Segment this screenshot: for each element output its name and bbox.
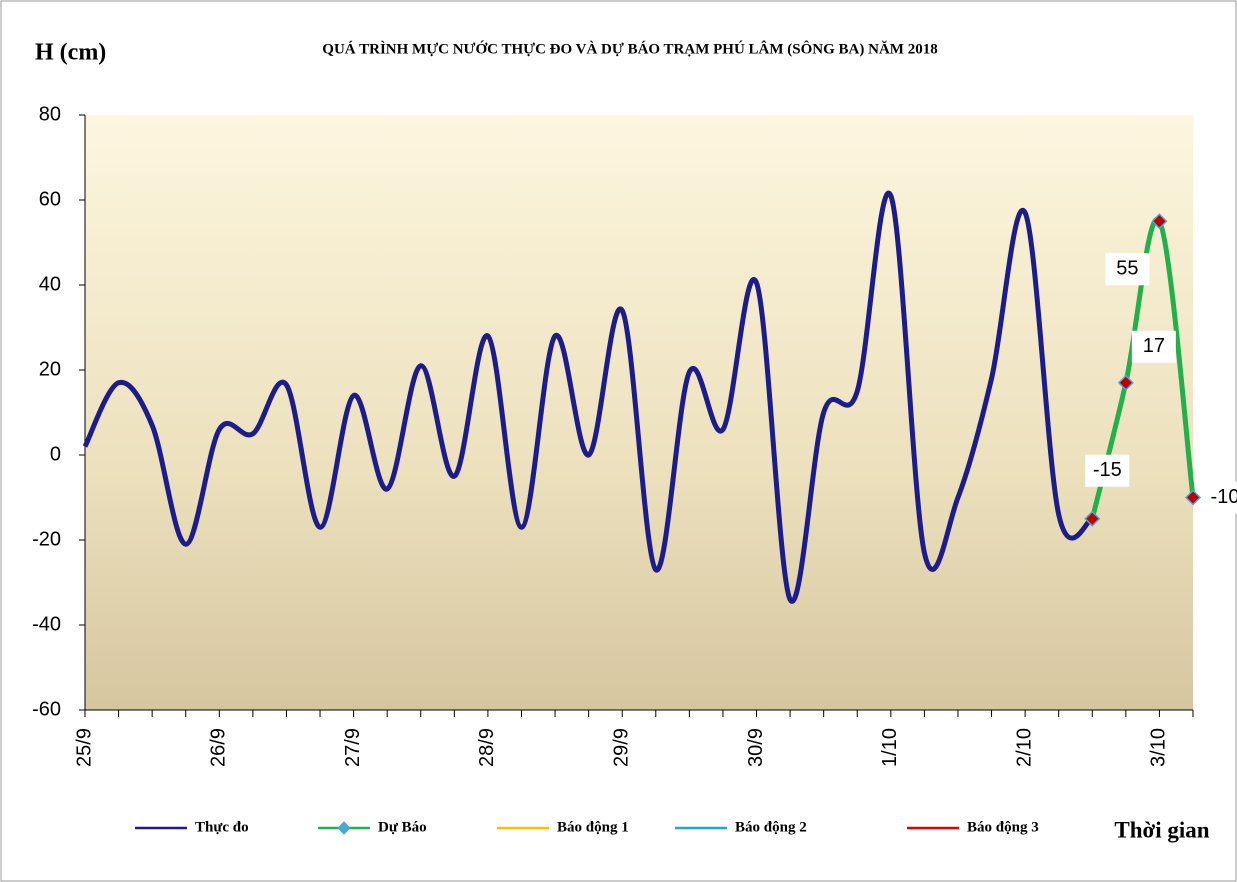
data-label: -15 bbox=[1093, 459, 1122, 481]
x-tick-label: 26/9 bbox=[208, 728, 230, 767]
x-tick-label: 1/10 bbox=[879, 728, 901, 767]
marker bbox=[1084, 510, 1101, 527]
x-axis-label: Thời gian bbox=[1114, 817, 1209, 842]
plot-area bbox=[85, 115, 1193, 710]
x-tick-label: 30/9 bbox=[745, 728, 767, 767]
marker bbox=[1151, 213, 1168, 230]
series-line bbox=[82, 190, 1094, 604]
y-tick-label: 0 bbox=[50, 443, 61, 465]
y-axis-label: H (cm) bbox=[35, 40, 106, 66]
data-label: 17 bbox=[1143, 335, 1165, 357]
data-label-box bbox=[1203, 481, 1237, 514]
y-tick-label: 80 bbox=[39, 103, 61, 125]
y-tick-label: -20 bbox=[32, 528, 61, 550]
data-label: 55 bbox=[1116, 258, 1138, 280]
legend-marker bbox=[337, 821, 351, 835]
data-label-box bbox=[1105, 253, 1150, 286]
y-tick-label: -60 bbox=[32, 698, 61, 720]
marker bbox=[1117, 374, 1134, 391]
y-tick-label: 20 bbox=[39, 358, 61, 380]
x-tick-label: 29/9 bbox=[610, 728, 632, 767]
legend-label: Báo động 1 bbox=[557, 819, 629, 835]
legend-label: Thực đo bbox=[195, 819, 249, 835]
x-tick-label: 25/9 bbox=[73, 728, 95, 767]
series-line bbox=[1089, 216, 1196, 520]
y-tick-label: -40 bbox=[32, 613, 61, 635]
legend-label: Dự Báo bbox=[378, 819, 427, 835]
data-label-box bbox=[1085, 454, 1130, 487]
x-tick-label: 27/9 bbox=[342, 728, 364, 767]
data-label-box bbox=[1131, 330, 1176, 363]
y-tick-label: 40 bbox=[39, 273, 61, 295]
chart-title: QUÁ TRÌNH MỰC NƯỚC THỰC ĐO VÀ DỰ BÁO TRẠ… bbox=[322, 40, 937, 57]
x-tick-label: 28/9 bbox=[476, 728, 498, 767]
legend-label: Báo động 2 bbox=[735, 819, 807, 835]
data-label: -10 bbox=[1211, 486, 1237, 508]
legend-label: Báo động 3 bbox=[967, 819, 1039, 835]
marker bbox=[1184, 489, 1202, 506]
x-tick-label: 2/10 bbox=[1013, 728, 1035, 767]
x-tick-label: 3/10 bbox=[1148, 728, 1170, 767]
y-tick-label: 60 bbox=[39, 188, 61, 210]
